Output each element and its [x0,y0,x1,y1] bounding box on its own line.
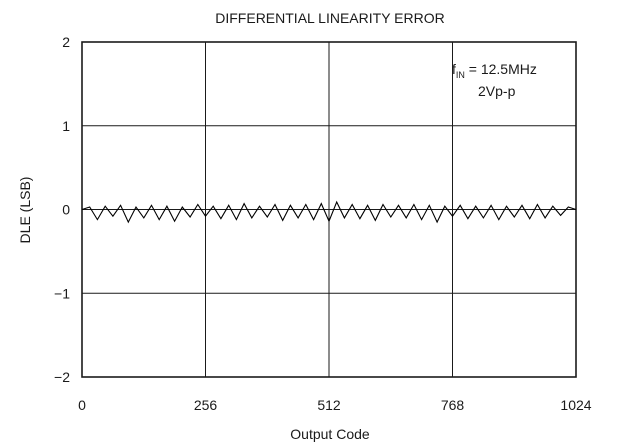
x-axis-label: Output Code [290,426,370,442]
chart-title: DIFFERENTIAL LINEARITY ERROR [215,10,444,26]
x-tick-label: 768 [441,397,465,413]
x-tick-label: 1024 [560,397,591,413]
conditions-annotation: fIN = 12.5MHz 2Vp-p [452,61,537,99]
y-tick-label: −1 [54,285,70,301]
y-tick-label: −2 [54,369,70,385]
y-tick-labels: 2 1 0 −1 −2 [54,34,70,385]
annotation-f: f [452,61,456,77]
x-tick-label: 512 [317,397,341,413]
x-tick-label: 256 [194,397,218,413]
annotation-subscript: IN [456,70,465,80]
y-tick-label: 1 [62,118,70,134]
x-tick-labels: 0 256 512 768 1024 [78,397,592,413]
y-axis-label: DLE (LSB) [17,177,33,244]
annotation-frequency: = 12.5MHz [465,61,537,77]
y-tick-label: 0 [62,202,70,218]
annotation-line-2: 2Vp-p [478,83,516,99]
x-tick-label: 0 [78,397,86,413]
dle-trace [81,200,577,224]
annotation-line-1: fIN = 12.5MHz [452,61,537,80]
grid [82,42,576,377]
y-tick-label: 2 [62,34,70,50]
